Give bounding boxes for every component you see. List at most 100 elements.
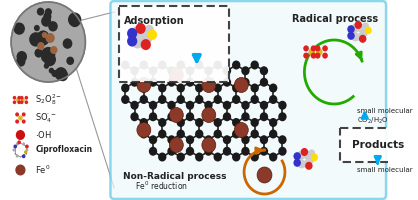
- Circle shape: [137, 122, 151, 138]
- Circle shape: [250, 118, 259, 127]
- Circle shape: [269, 152, 278, 162]
- Circle shape: [20, 98, 25, 102]
- Circle shape: [18, 100, 21, 104]
- Circle shape: [250, 95, 259, 104]
- Circle shape: [55, 67, 67, 81]
- Circle shape: [214, 130, 222, 138]
- Circle shape: [158, 118, 166, 127]
- Circle shape: [186, 147, 194, 156]
- Circle shape: [51, 70, 58, 77]
- Circle shape: [167, 101, 176, 110]
- Circle shape: [186, 78, 194, 87]
- Circle shape: [121, 84, 130, 92]
- Circle shape: [46, 33, 55, 43]
- Circle shape: [22, 155, 25, 158]
- FancyBboxPatch shape: [110, 1, 386, 199]
- Circle shape: [144, 25, 154, 35]
- Circle shape: [68, 12, 82, 27]
- Circle shape: [169, 138, 184, 152]
- Circle shape: [186, 135, 194, 144]
- Circle shape: [322, 53, 328, 59]
- Circle shape: [204, 112, 213, 121]
- Circle shape: [140, 60, 148, 70]
- Circle shape: [214, 95, 222, 104]
- Circle shape: [360, 28, 368, 37]
- Circle shape: [149, 101, 157, 110]
- Circle shape: [176, 130, 185, 138]
- Text: CO$_2$/H$_2$O: CO$_2$/H$_2$O: [357, 116, 389, 126]
- Circle shape: [140, 95, 148, 104]
- Circle shape: [48, 68, 54, 74]
- Circle shape: [232, 152, 240, 162]
- Circle shape: [129, 32, 140, 44]
- Circle shape: [22, 119, 25, 124]
- Circle shape: [250, 130, 259, 138]
- Circle shape: [15, 112, 19, 117]
- Circle shape: [169, 68, 184, 82]
- Circle shape: [269, 84, 278, 92]
- Circle shape: [149, 78, 157, 87]
- Circle shape: [195, 130, 204, 138]
- Circle shape: [232, 118, 240, 127]
- Circle shape: [214, 60, 222, 70]
- Circle shape: [186, 112, 194, 121]
- Circle shape: [130, 78, 139, 87]
- Circle shape: [135, 23, 146, 34]
- Circle shape: [269, 118, 278, 127]
- Circle shape: [195, 60, 204, 70]
- Circle shape: [311, 45, 316, 51]
- Circle shape: [241, 78, 250, 87]
- FancyBboxPatch shape: [119, 6, 229, 82]
- Circle shape: [70, 17, 80, 27]
- Circle shape: [301, 148, 308, 156]
- Circle shape: [167, 147, 176, 156]
- Text: S$_2$O$_8^{2-}$: S$_2$O$_8^{2-}$: [35, 93, 63, 107]
- Circle shape: [349, 28, 357, 37]
- Circle shape: [176, 118, 185, 127]
- Circle shape: [48, 34, 51, 38]
- Circle shape: [278, 147, 287, 156]
- Circle shape: [167, 78, 176, 87]
- Circle shape: [130, 101, 139, 110]
- Circle shape: [45, 8, 52, 16]
- Circle shape: [25, 96, 28, 100]
- Text: Ciprofloxacin: Ciprofloxacin: [35, 146, 92, 154]
- Circle shape: [13, 145, 17, 148]
- Circle shape: [158, 152, 166, 162]
- Circle shape: [232, 60, 240, 70]
- Circle shape: [195, 95, 204, 104]
- Circle shape: [50, 46, 58, 54]
- Circle shape: [234, 122, 248, 138]
- Circle shape: [148, 30, 157, 40]
- Circle shape: [149, 147, 157, 156]
- Circle shape: [18, 96, 21, 100]
- Circle shape: [140, 118, 148, 127]
- Circle shape: [137, 77, 151, 92]
- Circle shape: [298, 160, 306, 168]
- Circle shape: [57, 70, 68, 81]
- Circle shape: [202, 108, 216, 122]
- Circle shape: [167, 66, 176, 75]
- Circle shape: [158, 130, 166, 138]
- Circle shape: [260, 135, 268, 144]
- Circle shape: [37, 42, 45, 50]
- Circle shape: [16, 130, 25, 140]
- Circle shape: [16, 51, 27, 62]
- Circle shape: [357, 24, 365, 32]
- Circle shape: [202, 77, 216, 92]
- Circle shape: [66, 57, 74, 65]
- Circle shape: [24, 150, 27, 154]
- Circle shape: [42, 32, 47, 38]
- Circle shape: [232, 95, 240, 104]
- Circle shape: [347, 25, 355, 33]
- Circle shape: [223, 135, 231, 144]
- Circle shape: [48, 21, 58, 31]
- Circle shape: [158, 95, 166, 104]
- Circle shape: [158, 60, 166, 70]
- Circle shape: [11, 2, 85, 82]
- Circle shape: [130, 66, 139, 75]
- Circle shape: [41, 47, 55, 62]
- Circle shape: [195, 118, 204, 127]
- Circle shape: [34, 48, 43, 58]
- Circle shape: [37, 30, 49, 43]
